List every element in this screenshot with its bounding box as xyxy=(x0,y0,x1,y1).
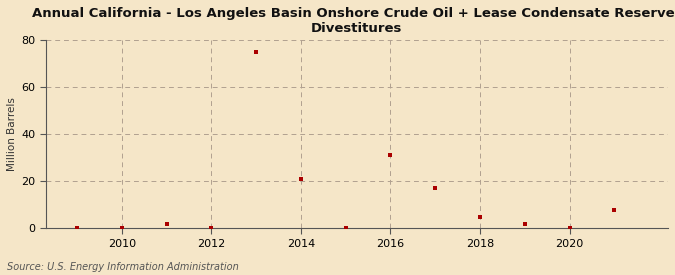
Y-axis label: Million Barrels: Million Barrels xyxy=(7,97,17,171)
Text: Source: U.S. Energy Information Administration: Source: U.S. Energy Information Administ… xyxy=(7,262,238,272)
Point xyxy=(519,221,530,226)
Point xyxy=(250,50,261,54)
Point xyxy=(72,226,82,230)
Point xyxy=(564,226,575,230)
Point xyxy=(609,207,620,212)
Title: Annual California - Los Angeles Basin Onshore Crude Oil + Lease Condensate Reser: Annual California - Los Angeles Basin On… xyxy=(32,7,675,35)
Point xyxy=(116,226,127,230)
Point xyxy=(430,186,441,191)
Point xyxy=(296,177,306,181)
Point xyxy=(340,226,351,230)
Point xyxy=(475,214,485,219)
Point xyxy=(206,226,217,230)
Point xyxy=(161,221,172,226)
Point xyxy=(385,153,396,158)
